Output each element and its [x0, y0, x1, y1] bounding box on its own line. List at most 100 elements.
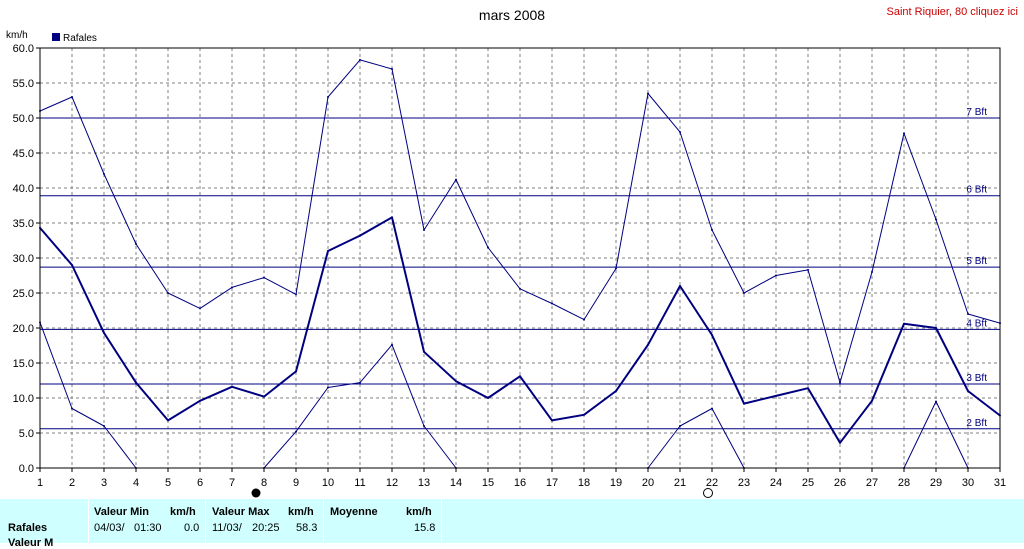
y-tick-label: 10.0 [13, 393, 34, 405]
series-line-min [647, 408, 745, 469]
x-tick-label: 2 [69, 477, 75, 489]
y-tick-label: 35.0 [13, 218, 34, 230]
x-tick-label: 4 [133, 477, 139, 489]
data-point-min [359, 381, 361, 384]
max-time: 20:25 [252, 522, 280, 534]
data-point-max [711, 229, 713, 231]
stats-panel: Valeur Min km/h Valeur Max km/h Moyenne … [0, 499, 1024, 549]
data-point-mean [711, 334, 713, 336]
data-point-mean [423, 350, 425, 353]
data-point-mean [487, 397, 489, 399]
full-moon-icon [703, 488, 713, 498]
y-axis-unit: km/h [6, 30, 28, 41]
beaufort-label: 2 Bft [966, 418, 987, 429]
data-point-max [327, 96, 329, 98]
min-unit-header: km/h [170, 506, 196, 518]
data-point-mean [167, 419, 169, 422]
x-tick-label: 10 [322, 477, 334, 489]
y-tick-label: 45.0 [13, 148, 34, 160]
min-value: 0.0 [184, 522, 200, 534]
beaufort-label: 7 Bft [966, 107, 987, 118]
data-point-max [487, 246, 489, 249]
x-tick-label: 15 [482, 477, 494, 489]
data-point-mean [359, 234, 361, 237]
data-point-mean [327, 250, 329, 252]
data-point-max [263, 276, 265, 279]
beaufort-lines: 2 Bft 3 Bft 4 Bft 5 Bft 6 Bft 7 Bft [40, 107, 1000, 430]
data-point-mean [743, 402, 745, 405]
y-tick-label: 0.0 [19, 463, 34, 475]
max-unit-header: km/h [288, 506, 314, 518]
legend-label: Rafales [63, 33, 97, 44]
x-tick-label: 25 [802, 477, 814, 489]
x-tick-label: 7 [229, 477, 235, 489]
y-tick-label: 50.0 [13, 113, 34, 125]
max-value: 58.3 [296, 522, 318, 534]
data-point-max [167, 292, 169, 294]
mean-header: Moyenne [330, 506, 378, 518]
x-tick-label: 1 [37, 477, 43, 489]
data-point-min [391, 343, 393, 346]
data-point-mean [391, 216, 393, 219]
data-point-mean [199, 399, 201, 402]
data-point-min [423, 425, 425, 427]
x-tick-label: 31 [994, 477, 1006, 489]
x-tick-label: 24 [770, 477, 782, 489]
data-point-max [583, 318, 585, 321]
data-point-max [871, 271, 873, 273]
data-point-mean [647, 343, 649, 346]
series-line-min [39, 322, 137, 469]
max-header: Valeur Max [212, 506, 270, 518]
data-point-min [679, 425, 681, 427]
data-point-mean [967, 390, 969, 392]
data-point-mean [583, 413, 585, 416]
data-point-mean [679, 285, 681, 287]
data-point-min [711, 407, 713, 410]
y-tick-label: 20.0 [13, 323, 34, 335]
x-tick-label: 9 [293, 477, 299, 489]
x-tick-label: 13 [418, 477, 430, 489]
data-point-max [231, 286, 233, 289]
data-point-mean [807, 387, 809, 390]
stats-divider [323, 499, 324, 543]
stats-divider [441, 499, 442, 543]
min-time: 01:30 [134, 522, 162, 534]
data-point-max [935, 218, 937, 221]
x-tick-label: 29 [930, 477, 942, 489]
data-point-max [359, 58, 361, 61]
wind-gust-chart: mars 2008 km/h Rafales 2 Bft 3 Bft 4 Bft 5 … [6, 7, 1006, 498]
x-tick-label: 30 [962, 477, 974, 489]
data-point-max [967, 313, 969, 315]
data-point-mean [71, 264, 73, 266]
y-tick-label: 60.0 [13, 43, 34, 55]
data-point-mean [935, 327, 937, 329]
chart-title: mars 2008 [479, 7, 545, 23]
x-tick-label: 28 [898, 477, 910, 489]
mean-unit-header: km/h [406, 506, 432, 518]
x-tick-label: 20 [642, 477, 654, 489]
data-point-mean [871, 399, 873, 402]
data-point-max [71, 96, 73, 98]
new-moon-icon [251, 488, 261, 498]
data-point-max [775, 274, 777, 277]
data-point-max [455, 178, 457, 181]
data-point-max [647, 92, 649, 95]
data-point-max [615, 267, 617, 270]
station-link[interactable]: Saint Riquier, 80 cliquez ici [886, 6, 1018, 18]
data-point-max [551, 302, 553, 305]
data-point-min [327, 386, 329, 389]
x-tick-label: 18 [578, 477, 590, 489]
beaufort-label: 5 Bft [966, 256, 987, 267]
data-point-mean [295, 370, 297, 373]
data-point-mean [551, 419, 553, 422]
x-tick-label: 6 [197, 477, 203, 489]
data-point-mean [519, 375, 521, 378]
min-header: Valeur Min [94, 506, 150, 518]
data-point-min [935, 400, 937, 403]
data-point-mean [455, 380, 457, 383]
data-point-mean [135, 381, 137, 384]
data-point-max [423, 229, 425, 231]
x-tick-label: 27 [866, 477, 878, 489]
max-date: 11/03/ [212, 522, 242, 534]
data-point-max [903, 132, 905, 135]
